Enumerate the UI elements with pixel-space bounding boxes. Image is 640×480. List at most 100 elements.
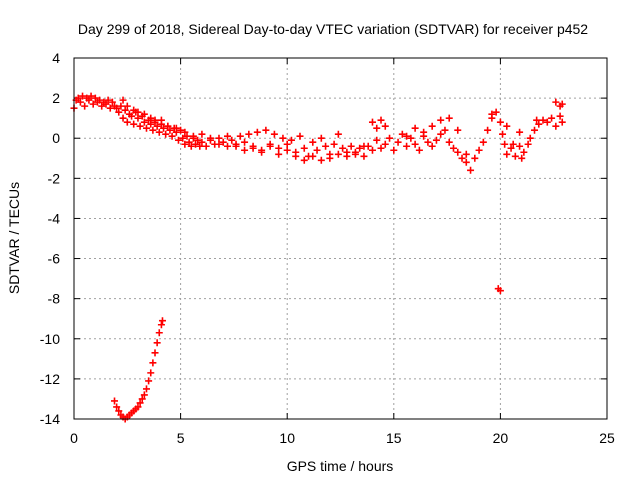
axis-ticks <box>73 57 608 420</box>
data-point <box>313 146 321 154</box>
y-tick-label: -6 <box>48 251 61 267</box>
data-point <box>471 154 479 162</box>
data-point <box>151 116 159 124</box>
data-point <box>317 134 325 142</box>
data-point <box>172 124 180 132</box>
data-point <box>270 130 278 138</box>
data-point <box>322 142 330 150</box>
data-point <box>253 128 261 136</box>
x-tick-label: 5 <box>177 430 185 446</box>
data-points <box>70 92 566 423</box>
data-point <box>377 144 385 152</box>
data-point <box>111 397 119 405</box>
data-point <box>275 144 283 152</box>
data-point <box>106 104 114 112</box>
data-point <box>368 146 376 154</box>
data-point <box>511 152 519 160</box>
data-point <box>317 156 325 164</box>
data-point <box>279 134 287 142</box>
data-point <box>377 116 385 124</box>
data-point <box>496 118 504 126</box>
data-point <box>224 142 232 150</box>
y-tick-label: -14 <box>40 411 60 427</box>
data-point <box>411 140 419 148</box>
data-point <box>147 114 155 122</box>
data-point <box>232 142 240 150</box>
data-point <box>136 122 144 130</box>
series-outlier <box>494 285 504 295</box>
data-point <box>134 108 142 116</box>
data-point <box>441 126 449 134</box>
data-point <box>162 130 170 138</box>
data-point <box>181 140 189 148</box>
data-point <box>196 142 204 150</box>
data-point <box>185 138 193 146</box>
data-point <box>347 142 355 150</box>
data-point <box>198 138 206 146</box>
data-point <box>454 148 462 156</box>
data-point <box>249 144 257 152</box>
data-point <box>445 114 453 122</box>
data-point <box>166 126 174 134</box>
data-point <box>509 140 517 148</box>
data-point <box>356 144 364 152</box>
data-point <box>558 118 566 126</box>
data-point <box>373 124 381 132</box>
data-point <box>424 138 432 146</box>
data-point <box>458 154 466 162</box>
data-point <box>394 138 402 146</box>
data-point <box>475 146 483 154</box>
data-point <box>158 317 166 325</box>
data-point <box>160 124 168 132</box>
y-tick-label: 2 <box>52 90 60 106</box>
data-point <box>198 130 206 138</box>
data-point <box>113 104 121 112</box>
data-point <box>140 118 148 126</box>
data-point <box>309 138 317 146</box>
data-point <box>115 407 123 415</box>
data-point <box>390 146 398 154</box>
data-point <box>157 116 165 124</box>
data-point <box>373 136 381 144</box>
data-point <box>115 108 123 116</box>
data-point <box>496 287 504 295</box>
data-point <box>134 403 142 411</box>
data-point <box>420 128 428 136</box>
data-point <box>206 134 214 142</box>
data-point <box>98 102 106 110</box>
data-point <box>339 144 347 152</box>
data-point <box>189 132 197 140</box>
data-point <box>192 140 200 148</box>
data-point <box>437 116 445 124</box>
data-point <box>300 144 308 152</box>
data-point <box>535 120 543 128</box>
y-tick-label: 0 <box>52 130 60 146</box>
data-point <box>296 132 304 140</box>
data-point <box>140 391 148 399</box>
x-tick-label: 0 <box>70 430 78 446</box>
data-point <box>330 140 338 148</box>
chart-title: Day 299 of 2018, Sidereal Day-to-day VTE… <box>78 21 588 37</box>
data-point <box>432 136 440 144</box>
data-point <box>415 146 423 154</box>
data-point <box>543 118 551 126</box>
data-point <box>283 140 291 148</box>
x-tick-label: 20 <box>493 430 509 446</box>
data-point <box>117 102 125 110</box>
data-point <box>552 98 560 106</box>
data-point <box>177 126 185 134</box>
data-point <box>552 122 560 130</box>
data-point <box>445 138 453 146</box>
data-point <box>334 130 342 138</box>
data-point <box>134 114 142 122</box>
data-point <box>262 126 270 134</box>
y-tick-label: -2 <box>48 170 61 186</box>
data-point <box>104 96 112 104</box>
data-point <box>228 136 236 144</box>
data-point <box>258 148 266 156</box>
data-point <box>516 142 524 150</box>
data-point <box>194 136 202 144</box>
data-point <box>142 385 150 393</box>
